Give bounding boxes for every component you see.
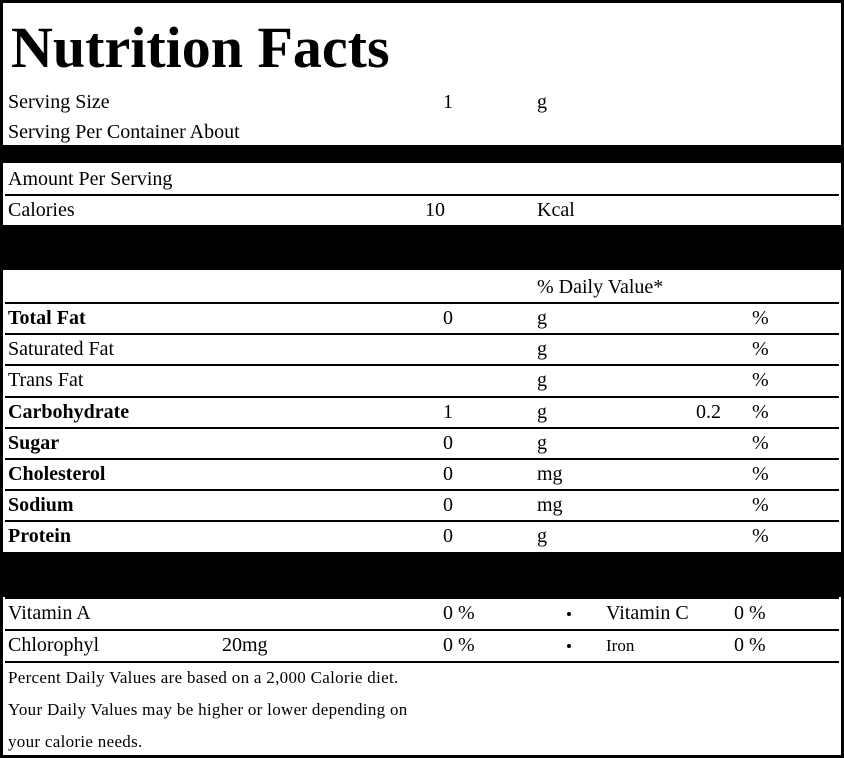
calories-unit: Kcal: [537, 199, 575, 221]
rule: [5, 629, 839, 631]
serving-size-value: 1: [443, 91, 453, 113]
vitamin-right-value: 0 %: [734, 602, 766, 624]
vitamin-right-value: 0 %: [734, 634, 766, 656]
vitamin-right-name: Iron: [606, 636, 635, 655]
nutrient-unit: mg: [537, 463, 563, 485]
nutrient-percent: %: [752, 307, 769, 329]
nutrient-percent: %: [752, 494, 769, 517]
nutrient-unit: g: [537, 400, 547, 423]
black-bar: [3, 145, 841, 163]
bullet: [567, 644, 571, 648]
nutrient-amount: 0: [443, 463, 453, 485]
rule: [5, 333, 839, 336]
nutrient-name: Carbohydrate: [8, 400, 130, 423]
servings-per-container: Serving Per Container About: [8, 121, 240, 143]
rule: [5, 194, 839, 196]
rule: [5, 489, 839, 492]
nutrient-percent: %: [752, 400, 769, 423]
rule: [5, 364, 839, 367]
nutrient-name: Saturated Fat: [8, 338, 115, 361]
vitamin-name: Chlorophyl: [8, 634, 100, 656]
nutrient-name: Total Fat: [8, 307, 86, 329]
nutrient-name: Sugar: [8, 431, 60, 454]
nutrient-name: Trans Fat: [8, 369, 84, 392]
rule: [5, 395, 839, 398]
nutrient-unit: g: [537, 307, 547, 329]
rule: [5, 520, 839, 523]
daily-value-header: % Daily Value*: [537, 276, 664, 298]
nutrient-name: Cholesterol: [8, 463, 106, 485]
black-bar: [3, 552, 841, 597]
bullet: [567, 612, 571, 616]
vitamin-right-name: Vitamin C: [606, 602, 689, 624]
rule: [5, 458, 839, 460]
rule: [5, 302, 839, 304]
rule: [5, 661, 839, 663]
vitamin-extra: 20mg: [222, 634, 268, 656]
vitamin-name: Vitamin A: [8, 602, 91, 624]
vitamin-value: 0 %: [443, 634, 475, 656]
nutrient-amount: 0: [443, 431, 453, 454]
black-bar: [3, 225, 841, 270]
footnote: Your Daily Values may be higher or lower…: [8, 700, 408, 719]
rule: [5, 426, 839, 429]
nutrient-unit: g: [537, 525, 547, 548]
footnote: Percent Daily Values are based on a 2,00…: [8, 668, 399, 687]
nutrient-unit: g: [537, 369, 547, 392]
footnote: your calorie needs.: [8, 732, 143, 751]
calories-value: 10: [425, 199, 445, 221]
nutrient-percent: %: [752, 338, 769, 361]
nutrient-percent: %: [752, 431, 769, 454]
serving-size-label: Serving Size: [8, 91, 110, 113]
calories-label: Calories: [8, 199, 75, 221]
nutrient-amount: 1: [443, 400, 453, 423]
nutrient-amount: 0: [443, 494, 453, 517]
nutrient-daily-value: 0.2: [696, 400, 721, 423]
nutrient-unit: mg: [537, 494, 563, 517]
vitamin-value: 0 %: [443, 602, 475, 624]
white-notch: [750, 549, 836, 552]
amount-per-serving: Amount Per Serving: [8, 168, 173, 190]
nutrient-name: Sodium: [8, 494, 74, 517]
nutrient-percent: %: [752, 369, 769, 392]
nutrient-unit: g: [537, 338, 547, 361]
nutrient-name: Protein: [8, 525, 71, 548]
nutrient-amount: 0: [443, 307, 453, 329]
nutrient-unit: g: [537, 431, 547, 454]
rule: [5, 597, 839, 599]
nutrient-percent: %: [752, 525, 769, 548]
title: Nutrition Facts: [11, 15, 390, 80]
serving-size-unit: g: [537, 91, 547, 113]
nutrient-amount: 0: [443, 525, 453, 548]
nutrient-percent: %: [752, 463, 769, 485]
